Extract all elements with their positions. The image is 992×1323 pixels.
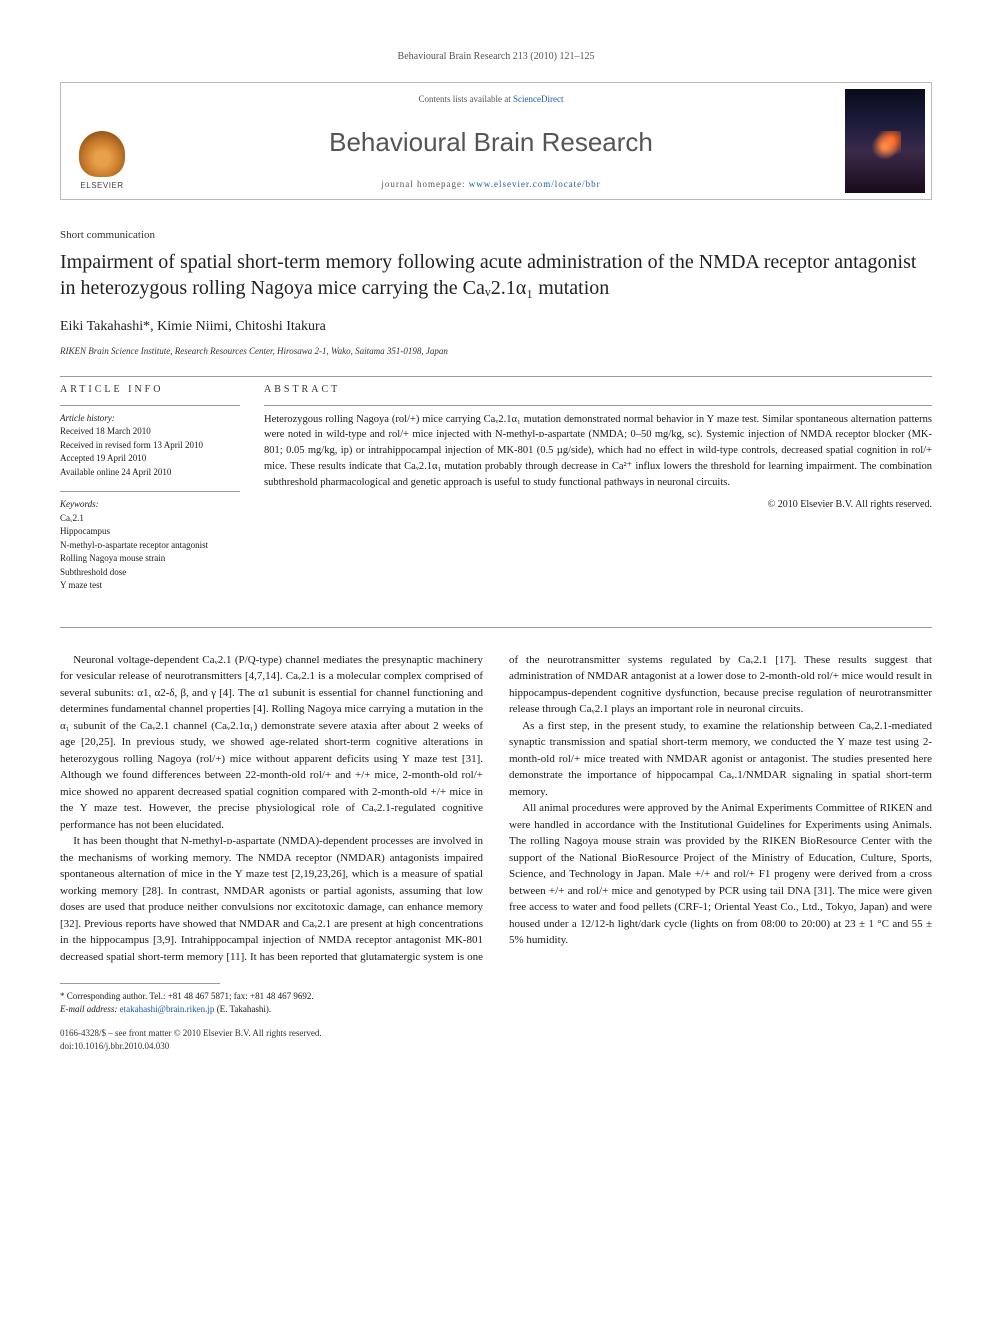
history-item: Accepted 19 April 2010 (60, 452, 240, 466)
corr-line-2: E-mail address: etakahashi@brain.riken.j… (60, 1003, 932, 1016)
history-label: Article history: (60, 412, 240, 426)
front-matter-line: 0166-4328/$ – see front matter © 2010 El… (60, 1027, 322, 1040)
article-info-heading: article info (60, 383, 240, 397)
email-label: E-mail address: (60, 1004, 120, 1014)
abstract-heading: abstract (264, 383, 932, 397)
publisher-label: ELSEVIER (80, 180, 123, 191)
contents-available-line: Contents lists available at ScienceDirec… (151, 93, 831, 106)
elsevier-tree-icon (79, 131, 125, 177)
abstract-copyright: © 2010 Elsevier B.V. All rights reserved… (264, 498, 932, 512)
divider (60, 627, 932, 628)
keyword-item: Y maze test (60, 579, 240, 593)
elsevier-logo: ELSEVIER (79, 131, 125, 191)
article-type-label: Short communication (60, 228, 932, 243)
divider (264, 405, 932, 406)
history-item: Received 18 March 2010 (60, 425, 240, 439)
page: Behavioural Brain Research 213 (2010) 12… (0, 0, 992, 1092)
journal-cover-thumbnail (845, 89, 925, 193)
divider (60, 405, 240, 406)
history-item: Received in revised form 13 April 2010 (60, 439, 240, 453)
body-paragraph: All animal procedures were approved by t… (509, 800, 932, 949)
keyword-item: Rolling Nagoya mouse strain (60, 552, 240, 566)
journal-homepage-link[interactable]: www.elsevier.com/locate/bbr (469, 179, 601, 189)
info-abstract-row: article info Article history: Received 1… (60, 383, 932, 605)
affiliation: RIKEN Brain Science Institute, Research … (60, 345, 932, 358)
spacer (60, 634, 932, 652)
journal-homepage-line: journal homepage: www.elsevier.com/locat… (151, 178, 831, 191)
divider (60, 376, 932, 377)
running-head: Behavioural Brain Research 213 (2010) 12… (60, 50, 932, 64)
homepage-prefix: journal homepage: (381, 179, 468, 189)
article-history-block: Article history: Received 18 March 2010 … (60, 412, 240, 480)
divider (60, 491, 240, 492)
keyword-item: N-methyl-ᴅ-aspartate receptor antagonist (60, 539, 240, 553)
abstract-column: abstract Heterozygous rolling Nagoya (ro… (264, 383, 932, 605)
footnote-divider (60, 983, 220, 984)
corr-line-1: * Corresponding author. Tel.: +81 48 467… (60, 990, 932, 1003)
cover-thumbnail-cell (839, 83, 931, 199)
body-paragraph: Neuronal voltage-dependent Caᵥ2.1 (P/Q-t… (60, 652, 483, 834)
footer-left: 0166-4328/$ – see front matter © 2010 El… (60, 1027, 322, 1052)
history-item: Available online 24 April 2010 (60, 466, 240, 480)
publisher-logo-cell: ELSEVIER (61, 83, 143, 199)
body-text: Neuronal voltage-dependent Caᵥ2.1 (P/Q-t… (60, 652, 932, 966)
header-center: Contents lists available at ScienceDirec… (143, 83, 839, 199)
corresponding-email-link[interactable]: etakahashi@brain.riken.jp (120, 1004, 215, 1014)
contents-prefix: Contents lists available at (419, 94, 513, 104)
keyword-item: Hippocampus (60, 525, 240, 539)
keywords-label: Keywords: (60, 498, 240, 512)
keywords-block: Keywords: Caᵥ2.1 Hippocampus N-methyl-ᴅ-… (60, 498, 240, 593)
abstract-text: Heterozygous rolling Nagoya (rol/+) mice… (264, 412, 932, 491)
keyword-item: Caᵥ2.1 (60, 512, 240, 526)
doi-line: doi:10.1016/j.bbr.2010.04.030 (60, 1040, 322, 1053)
page-footer: 0166-4328/$ – see front matter © 2010 El… (60, 1027, 932, 1052)
author-list: Eiki Takahashi*, Kimie Niimi, Chitoshi I… (60, 317, 932, 337)
article-info-column: article info Article history: Received 1… (60, 383, 240, 605)
email-suffix: (E. Takahashi). (214, 1004, 271, 1014)
article-title: Impairment of spatial short-term memory … (60, 249, 932, 301)
body-paragraph: As a first step, in the present study, t… (509, 718, 932, 801)
sciencedirect-link[interactable]: ScienceDirect (513, 94, 563, 104)
keyword-item: Subthreshold dose (60, 566, 240, 580)
journal-header: ELSEVIER Contents lists available at Sci… (60, 82, 932, 200)
corresponding-author-note: * Corresponding author. Tel.: +81 48 467… (60, 990, 932, 1015)
journal-name: Behavioural Brain Research (151, 124, 831, 160)
